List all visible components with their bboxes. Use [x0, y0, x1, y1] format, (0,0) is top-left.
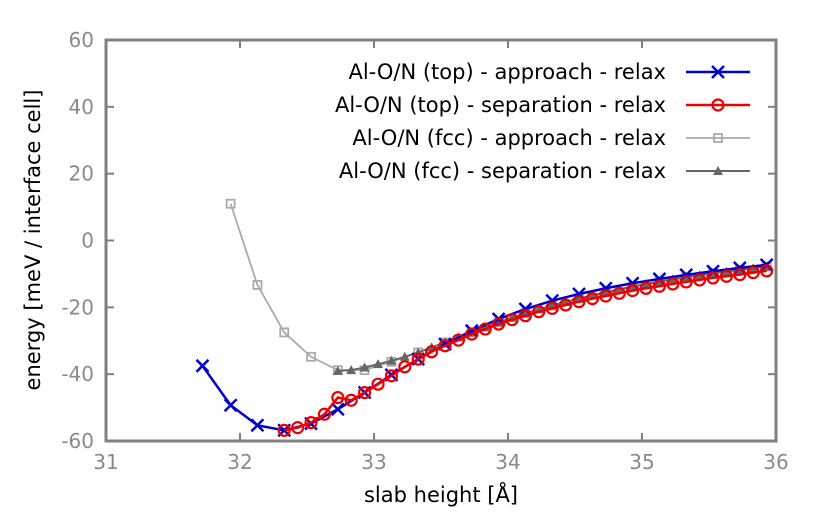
data-point	[693, 273, 707, 287]
data-point	[518, 309, 533, 323]
data-point	[277, 423, 291, 437]
series-2	[277, 264, 774, 437]
data-point	[438, 339, 452, 353]
data-point	[666, 277, 680, 291]
data-point	[585, 292, 600, 306]
legend-swatch-marker	[711, 98, 725, 112]
data-point	[279, 327, 290, 338]
y-tick-label: 40	[69, 95, 94, 119]
tick-layer: 31 32 33 34 35 36 -60 -40 -20 0 20 40 60	[61, 28, 788, 474]
data-point	[679, 275, 693, 289]
data-point	[532, 305, 546, 319]
data-point	[746, 265, 760, 280]
data-point	[291, 421, 305, 435]
legend-entry: Al-O/N (fcc) - separation - relax	[339, 159, 750, 183]
data-point	[545, 301, 559, 315]
x-axis-label: slab height [Å]	[364, 481, 518, 507]
legend: Al-O/N (top) - approach - relax Al-O/N (t…	[335, 60, 750, 183]
series-line	[283, 269, 767, 432]
legend-label: Al-O/N (top) - separation - relax	[335, 93, 666, 117]
data-point	[332, 365, 343, 375]
y-tick-label: -40	[61, 362, 94, 386]
data-point	[760, 264, 774, 278]
data-point	[317, 407, 332, 421]
data-point	[572, 295, 586, 309]
data-point	[706, 271, 720, 285]
y-tick-label: 20	[69, 162, 94, 186]
data-point	[639, 281, 653, 295]
data-point	[346, 365, 357, 375]
data-point	[652, 279, 667, 293]
data-point	[559, 298, 573, 312]
y-tick-label: -20	[61, 295, 94, 319]
data-point	[492, 317, 506, 331]
x-tick-label: 33	[361, 450, 386, 474]
data-point	[371, 377, 385, 391]
data-point	[600, 287, 611, 297]
data-point	[225, 198, 236, 209]
series-line	[201, 263, 767, 432]
legend-label: Al-O/N (fcc) - approach - relax	[352, 126, 666, 150]
series-layer	[195, 198, 774, 438]
data-point	[733, 267, 747, 282]
data-point	[719, 269, 734, 283]
data-point	[330, 402, 345, 417]
data-point	[250, 418, 265, 433]
data-point	[386, 355, 397, 365]
data-point	[399, 351, 410, 361]
legend-swatch-marker	[711, 65, 725, 79]
data-point	[505, 313, 519, 327]
data-point	[373, 359, 384, 369]
data-point	[358, 385, 372, 400]
data-point	[398, 360, 412, 374]
data-point	[599, 289, 613, 303]
legend-entry: Al-O/N (top) - separation - relax	[335, 93, 750, 117]
data-point	[252, 280, 263, 290]
legend-entry: Al-O/N (top) - approach - relax	[348, 60, 750, 84]
x-tick-label: 32	[227, 450, 252, 474]
legend-label: Al-O/N (top) - approach - relax	[348, 60, 666, 84]
data-point	[304, 416, 318, 430]
y-axis-label: energy [meV / interface cell]	[21, 90, 45, 391]
y-tick-label: 0	[81, 229, 94, 253]
x-tick-label: 31	[93, 450, 118, 474]
data-point	[331, 390, 345, 405]
y-tick-label: 60	[69, 28, 94, 52]
data-point	[478, 322, 492, 336]
data-point	[359, 362, 370, 372]
x-tick-label: 34	[495, 450, 520, 474]
x-tick-label: 35	[629, 450, 654, 474]
x-tick-label: 36	[763, 450, 788, 474]
y-tick-label: -60	[61, 429, 94, 453]
series-line	[337, 265, 767, 372]
legend-swatch-marker	[713, 166, 723, 175]
data-point	[223, 398, 238, 413]
data-point	[411, 352, 425, 366]
data-point	[384, 369, 399, 383]
data-point	[306, 351, 316, 362]
data-point	[626, 284, 640, 298]
legend-entry: Al-O/N (fcc) - approach - relax	[352, 126, 750, 150]
data-point	[344, 393, 358, 407]
series-1	[195, 258, 774, 438]
legend-swatch-marker	[713, 133, 723, 143]
legend-label: Al-O/N (fcc) - separation - relax	[339, 159, 666, 183]
data-point	[425, 345, 439, 359]
data-point	[612, 286, 626, 300]
data-point	[465, 327, 479, 341]
data-point	[195, 358, 210, 373]
data-point	[451, 333, 466, 347]
